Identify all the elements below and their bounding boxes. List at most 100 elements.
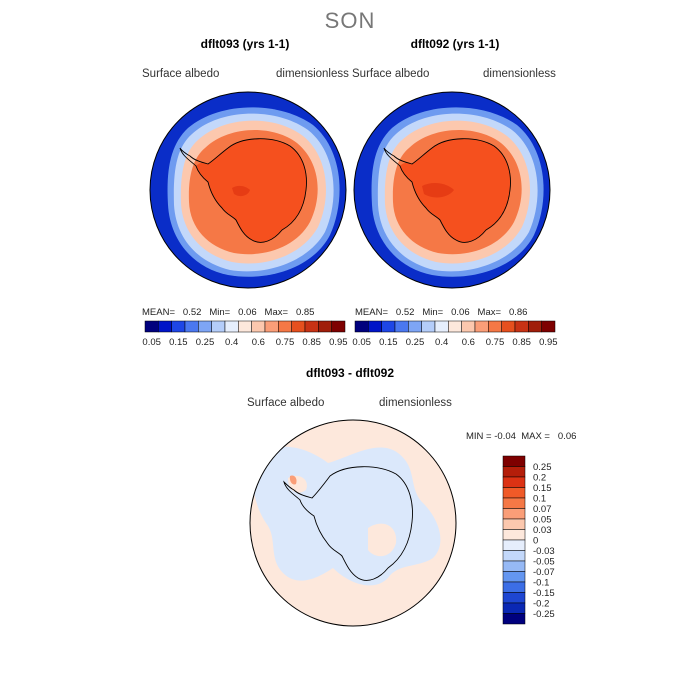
colorbar-swatch — [461, 320, 476, 333]
diff-min-label: MIN = — [466, 431, 492, 442]
colorbar-swatch — [368, 320, 382, 333]
colorbar-swatch — [354, 320, 369, 333]
colorbar-swatch — [171, 320, 186, 333]
colorbar-swatch — [318, 320, 332, 333]
diff-panel-variable: Surface albedo — [247, 397, 325, 409]
diff-panel-map — [249, 419, 457, 627]
mean-label: MEAN= — [142, 307, 175, 318]
panel-2-colorbar: 0.05 0.15 0.25 0.4 0.6 0.75 0.85 0.95 — [352, 320, 558, 348]
colorbar-tick-label: 0.15 — [169, 337, 188, 348]
colorbar-tick-label: 0.15 — [379, 337, 398, 348]
panel-1-title: dflt093 (yrs 1-1) — [200, 37, 290, 51]
colorbar-swatch — [474, 320, 489, 333]
colorbar-swatch — [502, 466, 526, 478]
colorbar-swatch — [238, 320, 252, 333]
colorbar-swatch — [502, 560, 526, 572]
diff-panel-units: dimensionless — [379, 397, 452, 409]
colorbar-tick-label: 0.25 — [196, 337, 215, 348]
colorbar-tick-label: 0.75 — [276, 337, 295, 348]
colorbar-tick-label: 0.4 — [435, 337, 448, 348]
colorbar-swatch — [501, 320, 516, 333]
panel-2-map — [353, 91, 551, 289]
colorbar-swatch — [502, 602, 526, 614]
panel-2-stats: MEAN= 0.52 Min= 0.06 Max= 0.86 — [355, 307, 527, 318]
diff-panel-stats: MIN = -0.04 MAX = 0.06 — [466, 431, 576, 442]
panel-1-units: dimensionless — [276, 68, 349, 80]
colorbar-tick-label: 0.05 — [533, 515, 552, 526]
antarctica-land — [400, 138, 511, 243]
colorbar-swatch — [541, 320, 556, 333]
colorbar-swatch — [488, 320, 502, 333]
map-boundary — [249, 419, 457, 627]
colorbar-swatch — [502, 613, 526, 625]
min-label: Min= — [209, 307, 231, 318]
diff-max-label: MAX = — [521, 431, 550, 442]
colorbar-swatch — [421, 320, 436, 333]
colorbar-tick-label: 0 — [533, 536, 538, 547]
map-boundary — [353, 91, 551, 289]
colorbar-swatch — [502, 581, 526, 593]
colorbar-tick-label: 0.1 — [533, 494, 546, 505]
colorbar-tick-label: -0.07 — [533, 567, 555, 578]
positive-difference-patch — [368, 523, 397, 557]
colorbar-swatch — [264, 320, 279, 333]
panel-2-title: dflt092 (yrs 1-1) — [410, 37, 500, 51]
colorbar-tick-label: 0.95 — [539, 337, 558, 348]
colorbar-tick-label: 0.05 — [142, 337, 161, 348]
mean-label: MEAN= — [355, 307, 388, 318]
colorbar-swatch — [198, 320, 212, 333]
colorbar-tick-label: 0.85 — [512, 337, 531, 348]
max-label: Max= — [477, 307, 502, 318]
colorbar-swatch — [502, 592, 526, 604]
max-value: 0.85 — [295, 307, 315, 318]
colorbar-swatch — [502, 550, 526, 562]
colorbar-tick-label: 0.2 — [533, 473, 546, 484]
positive-difference-hotspot — [289, 475, 297, 485]
colorbar-swatch — [211, 320, 226, 333]
colorbar-swatch — [434, 320, 449, 333]
mean-value: 0.52 — [395, 307, 415, 318]
colorbar-tick-label: -0.1 — [533, 578, 549, 589]
mean-value: 0.52 — [182, 307, 202, 318]
colorbar-tick-label: 0.15 — [533, 483, 552, 494]
panel-2-units: dimensionless — [483, 68, 556, 80]
antarctica-interior — [422, 183, 454, 198]
colorbar-tick-label: 0.6 — [462, 337, 475, 348]
antarctica-interior — [232, 185, 250, 197]
diff-panel-title: dflt093 - dflt092 — [305, 366, 395, 380]
colorbar-tick-label: 0.6 — [252, 337, 265, 348]
colorbar-swatch — [278, 320, 292, 333]
colorbar-swatch — [291, 320, 306, 333]
colorbar-tick-label: 0.95 — [329, 337, 348, 348]
colorbar-swatch — [184, 320, 199, 333]
panel-1-stats: MEAN= 0.52 Min= 0.06 Max= 0.85 — [142, 307, 314, 318]
colorbar-swatch — [502, 497, 526, 509]
colorbar-swatch — [502, 518, 526, 530]
min-label: Min= — [422, 307, 444, 318]
colorbar-tick-label: -0.2 — [533, 599, 549, 610]
colorbar-tick-label: 0.07 — [533, 504, 552, 515]
colorbar-tick-label: 0.25 — [406, 337, 425, 348]
panel-1-colorbar: 0.05 0.15 0.25 0.4 0.6 0.75 0.85 0.95 — [142, 320, 348, 348]
colorbar-swatch — [144, 320, 159, 333]
colorbar-tick-label: 0.25 — [533, 462, 552, 473]
colorbar-swatch — [304, 320, 319, 333]
colorbar-tick-label: 0.85 — [302, 337, 321, 348]
colorbar-tick-label: 0.05 — [352, 337, 371, 348]
colorbar-tick-label: -0.05 — [533, 557, 555, 568]
colorbar-tick-label: -0.25 — [533, 609, 555, 620]
panel-1-map — [149, 91, 347, 289]
colorbar-swatch — [502, 476, 526, 488]
coastline — [383, 138, 511, 243]
colorbar-swatch — [331, 320, 346, 333]
antarctica-land — [196, 138, 307, 243]
max-label: Max= — [264, 307, 289, 318]
colorbar-swatch — [408, 320, 422, 333]
colorbar-swatch — [224, 320, 239, 333]
panel-1-variable: Surface albedo — [142, 68, 220, 80]
colorbar-swatch — [502, 571, 526, 583]
diff-colorbar: 0.250.20.150.10.070.050.030-0.03-0.05-0.… — [502, 455, 555, 625]
season-title: SON — [324, 8, 376, 33]
colorbar-tick-label: 0.4 — [225, 337, 238, 348]
colorbar-swatch — [502, 508, 526, 520]
